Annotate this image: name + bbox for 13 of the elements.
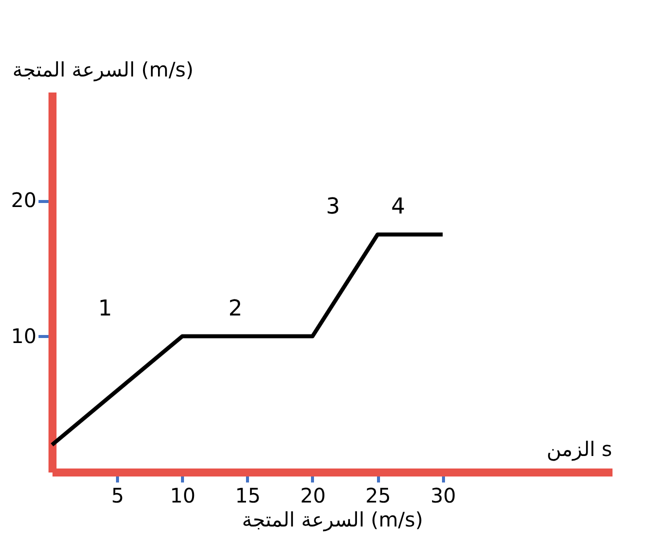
annotation: 2: [228, 296, 242, 322]
x-tick-label: 10: [170, 484, 196, 508]
x-tick-label: 20: [300, 484, 326, 508]
annotation: 4: [391, 194, 406, 220]
x-tick-label: 15: [235, 484, 261, 508]
y-axis-title: السرعة المتجة (m/s): [12, 58, 194, 82]
x-tick-label: 25: [365, 484, 391, 508]
x-tick-label: 5: [111, 484, 124, 508]
annotation: 3: [326, 194, 340, 220]
annotation: 1: [98, 296, 112, 322]
x-axis-title: السرعة المتجة (m/s): [242, 508, 424, 532]
x-tick-label: 30: [430, 484, 456, 508]
annotation: الزمن s: [546, 437, 612, 461]
